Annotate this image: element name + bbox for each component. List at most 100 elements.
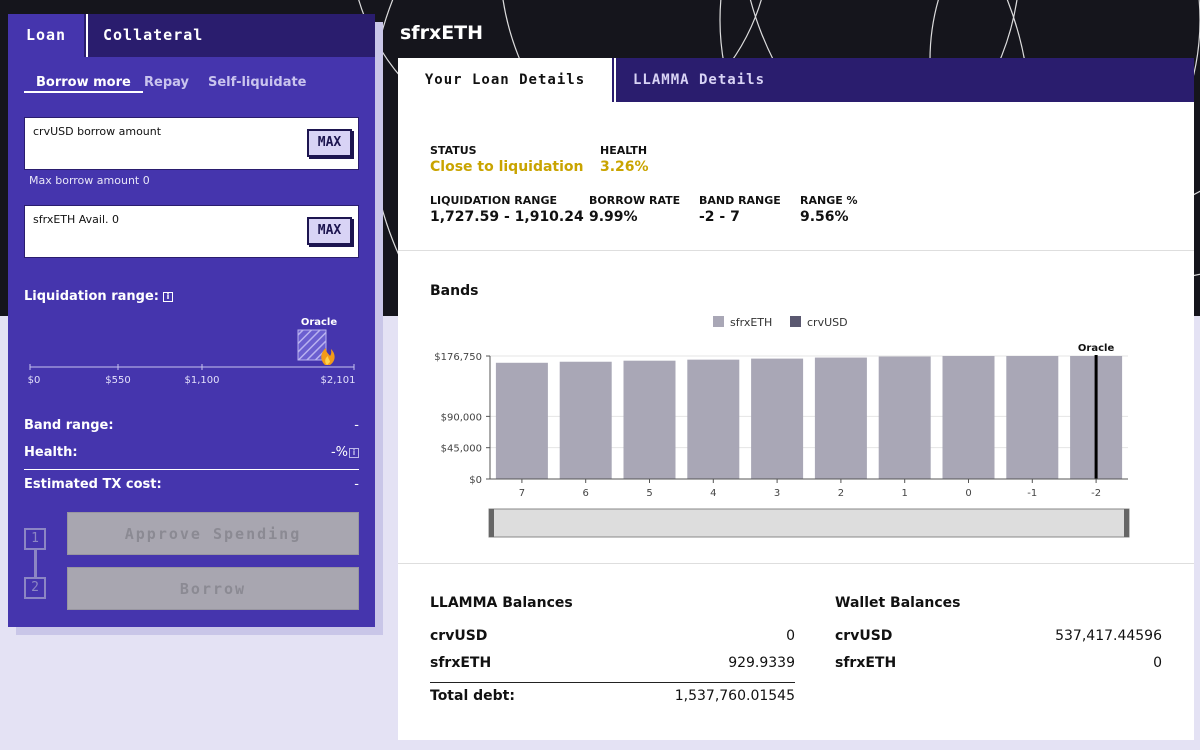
band-bar[interactable] bbox=[559, 361, 612, 479]
borrow-amount-input[interactable]: crvUSD borrow amount MAX bbox=[24, 117, 359, 170]
legend-label[interactable]: crvUSD bbox=[807, 316, 848, 329]
llamma-balance-value: 0 bbox=[786, 628, 795, 644]
chart-zoom-brush[interactable] bbox=[488, 508, 1130, 538]
llamma-balance-key: crvUSD bbox=[430, 628, 488, 644]
x-tick-label: -1 bbox=[1027, 488, 1037, 499]
band-range-label: Band range: bbox=[24, 418, 114, 433]
range-pct-label: RANGE % bbox=[800, 194, 858, 207]
band-range-stat-label: BAND RANGE bbox=[699, 194, 781, 207]
liquidation-range-chart: Oracle $0 $550 $1,100 $2,101 bbox=[28, 317, 356, 386]
page-title: sfrxETH bbox=[400, 22, 484, 44]
health-value-text: -% bbox=[330, 445, 348, 460]
wallet-balance-key: sfrxETH bbox=[835, 655, 897, 671]
status-label: STATUS bbox=[430, 144, 477, 157]
borrow-rate-label: BORROW RATE bbox=[589, 194, 681, 207]
brush-track[interactable] bbox=[488, 508, 1130, 538]
liq-range-label: LIQUIDATION RANGE bbox=[430, 194, 557, 207]
range-tick-label: $550 bbox=[105, 375, 130, 386]
range-tick-label: $0 bbox=[28, 375, 41, 386]
bands-chart: sfrxETH crvUSD $0 $45,000 $90,000 $176,750 O… bbox=[434, 316, 1130, 538]
x-tick-label: 4 bbox=[710, 488, 716, 499]
x-tick-label: 6 bbox=[583, 488, 589, 499]
chart-axes: 7 6 5 4 3 2 1 0 -1 -2 bbox=[489, 356, 1128, 499]
borrow-rate-value: 9.99% bbox=[589, 209, 638, 225]
health-label: Health: bbox=[24, 445, 78, 460]
collateral-max-button[interactable]: MAX bbox=[307, 217, 352, 245]
divider bbox=[398, 563, 1194, 564]
details-tab-bar: Your Loan Details LLAMMA Details bbox=[398, 58, 1194, 102]
band-bar[interactable] bbox=[1006, 356, 1059, 479]
divider bbox=[430, 682, 795, 683]
form-tab-bar: Loan Collateral bbox=[8, 14, 375, 57]
oracle-marker-label: Oracle bbox=[1078, 343, 1115, 354]
borrow-button[interactable]: Borrow bbox=[67, 567, 359, 610]
step-1-indicator: 1 bbox=[24, 528, 46, 550]
liquidation-range-label: Liquidation range: bbox=[24, 289, 159, 304]
divider bbox=[398, 250, 1194, 251]
legend-label[interactable]: sfrxETH bbox=[730, 316, 772, 329]
tx-cost-label: Estimated TX cost: bbox=[24, 477, 162, 492]
info-icon[interactable]: i bbox=[349, 448, 359, 458]
subtab-self-liquidate[interactable]: Self-liquidate bbox=[208, 75, 307, 90]
wallet-balance-key: crvUSD bbox=[835, 628, 893, 644]
tab-your-loan-details[interactable]: Your Loan Details bbox=[398, 58, 612, 102]
subtab-borrow-more[interactable]: Borrow more bbox=[24, 75, 143, 93]
borrow-amount-label: crvUSD borrow amount bbox=[33, 125, 162, 138]
chart-bars: Oracle bbox=[495, 343, 1123, 479]
tab-collateral[interactable]: Collateral bbox=[86, 14, 375, 57]
llamma-balances-title: LLAMMA Balances bbox=[430, 595, 573, 611]
loan-form-panel: Loan Collateral Borrow more Repay Self-l… bbox=[8, 14, 375, 627]
borrow-max-button[interactable]: MAX bbox=[307, 129, 352, 157]
band-range-value: - bbox=[354, 418, 359, 433]
band-range-stat-value: -2 - 7 bbox=[699, 209, 740, 225]
y-tick-label: $176,750 bbox=[434, 352, 482, 363]
range-tick-label: $1,100 bbox=[185, 375, 220, 386]
y-tick-label: $45,000 bbox=[441, 444, 482, 455]
band-bar[interactable] bbox=[751, 358, 804, 479]
loan-details-panel: Your Loan Details LLAMMA Details STATUS … bbox=[398, 58, 1194, 740]
band-bar[interactable] bbox=[687, 359, 740, 479]
divider bbox=[24, 469, 359, 470]
health-stat-value: 3.26% bbox=[600, 159, 649, 175]
x-tick-label: 1 bbox=[902, 488, 908, 499]
fire-icon bbox=[321, 348, 335, 365]
max-borrow-hint: Max borrow amount 0 bbox=[29, 174, 150, 187]
band-bar[interactable] bbox=[623, 360, 676, 479]
total-debt-value: 1,537,760.01545 bbox=[674, 688, 795, 704]
subtab-repay[interactable]: Repay bbox=[144, 75, 189, 90]
total-debt-label: Total debt: bbox=[430, 688, 515, 704]
health-stat-label: HEALTH bbox=[600, 144, 648, 157]
liq-range-value: 1,727.59 - 1,910.24 bbox=[430, 209, 584, 225]
x-tick-label: 7 bbox=[519, 488, 525, 499]
liquidation-range-title: Liquidation range: i bbox=[24, 289, 173, 304]
range-pct-value: 9.56% bbox=[800, 209, 849, 225]
band-bar[interactable] bbox=[814, 357, 867, 479]
collateral-amount-label: sfrxETH Avail. 0 bbox=[33, 213, 120, 226]
info-icon[interactable]: i bbox=[162, 292, 173, 302]
wallet-balance-value: 0 bbox=[1153, 655, 1162, 671]
brush-handle-right[interactable] bbox=[1124, 509, 1129, 537]
legend-swatch[interactable] bbox=[790, 316, 801, 327]
band-bar[interactable] bbox=[495, 362, 548, 479]
llamma-balance-value: 929.9339 bbox=[728, 655, 795, 671]
band-bar[interactable] bbox=[878, 356, 931, 479]
liquidation-range-band bbox=[297, 329, 327, 361]
status-value: Close to liquidation bbox=[430, 159, 584, 175]
wallet-balance-value: 537,417.44596 bbox=[1055, 628, 1162, 644]
legend-swatch[interactable] bbox=[713, 316, 724, 327]
chart-legend: sfrxETH crvUSD bbox=[713, 316, 848, 329]
x-tick-label: -2 bbox=[1091, 488, 1101, 499]
brush-handle-left[interactable] bbox=[489, 509, 494, 537]
approve-spending-button[interactable]: Approve Spending bbox=[67, 512, 359, 555]
bands-title: Bands bbox=[430, 283, 479, 299]
x-tick-label: 0 bbox=[965, 488, 971, 499]
band-bar[interactable] bbox=[942, 356, 995, 479]
range-tick-label: $2,101 bbox=[321, 375, 356, 386]
tab-loan[interactable]: Loan bbox=[8, 14, 84, 57]
x-tick-label: 2 bbox=[838, 488, 844, 499]
collateral-amount-input[interactable]: sfrxETH Avail. 0 MAX bbox=[24, 205, 359, 258]
tx-cost-value: - bbox=[354, 477, 359, 492]
tab-llamma-details[interactable]: LLAMMA Details bbox=[614, 58, 1194, 102]
step-2-indicator: 2 bbox=[24, 577, 46, 599]
oracle-label: Oracle bbox=[301, 317, 338, 328]
